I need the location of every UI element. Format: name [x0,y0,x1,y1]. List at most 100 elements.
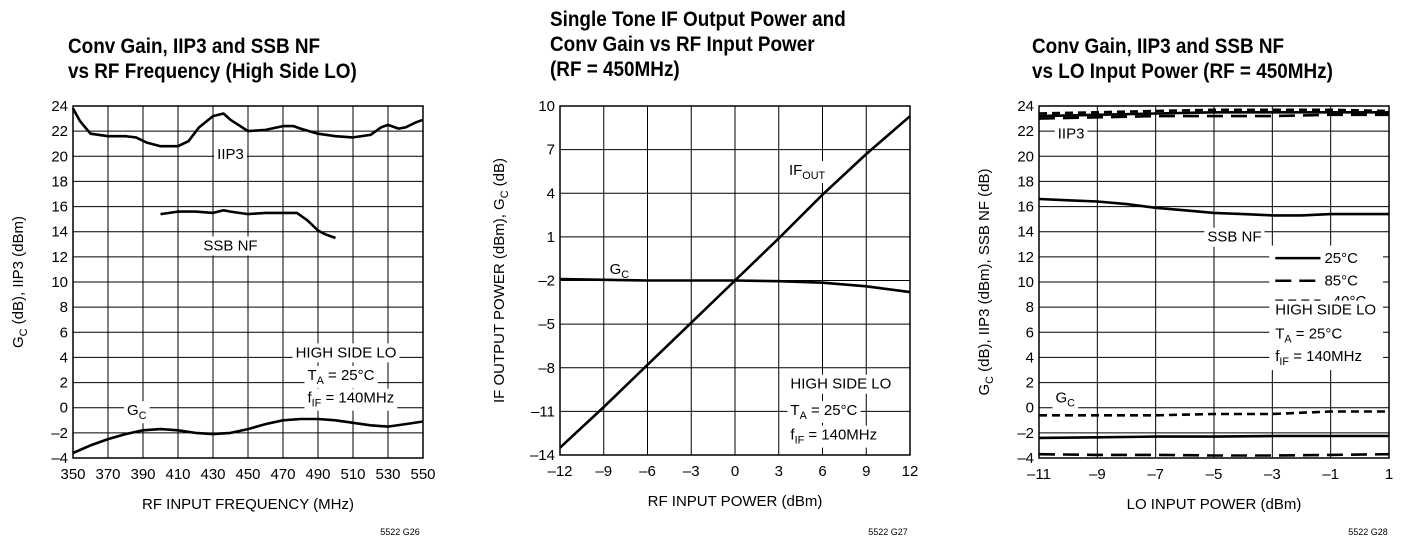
label-text: 5522 G28 [1348,527,1388,537]
label-text: 1 [1385,466,1393,483]
label-text: = 25°C [1292,326,1343,343]
subscript-text: OUT [802,170,825,182]
chart-title-line: Conv Gain vs RF Input Power [550,33,815,56]
y-tick-label: 0 [60,400,68,417]
label-text: RF INPUT FREQUENCY (MHz) [142,496,354,513]
label-background [1272,347,1365,370]
label-background [787,400,861,423]
y-tick-label: 8 [1026,299,1034,316]
x-tick-label: –3 [1264,466,1281,483]
label-text: –9 [1089,466,1106,483]
label-text: f [308,390,313,407]
y-tick-label: 10 [538,98,555,115]
y-tick-label: 4 [60,349,68,366]
label-text: 4 [547,185,555,202]
series-line [160,209,336,240]
y-tick-label: 16 [1017,199,1034,216]
label-text: 22 [51,123,68,140]
plot-frame [559,105,911,456]
label-text: –11 [531,403,555,420]
label-text: –5 [538,316,555,333]
label-text: –12 [547,463,572,480]
chart-g26: 350 370 390 410 430 450 470 490 510 530 550–4–2024… [10,98,436,537]
label-text: 5522 G27 [868,527,908,537]
subscript-text: C [621,269,629,281]
x-tick-label: 1 [1385,466,1393,483]
label-text: 85°C [1324,273,1358,290]
label-background [1054,124,1088,144]
subscript-text: IF [312,398,322,410]
label-text: G [127,402,139,419]
label-text: 410 [165,466,190,483]
chart-title-line: vs RF Frequency (High Side LO) [68,60,357,83]
label-text: –2 [538,273,555,290]
y-tick-label: –4 [1017,450,1034,467]
label-text: –4 [51,450,68,467]
label-text: 6 [1026,324,1034,341]
x-axis-label: LO INPUT POWER (dBm) [1127,496,1302,513]
label-text: 430 [200,466,225,483]
legend-label: 85°C [1324,273,1358,290]
x-tick-label: 390 [130,466,155,483]
series-line [1038,434,1389,440]
label-text: HIGH SIDE LO [296,344,397,361]
inline-label: SSB NF [203,238,257,255]
chart-g28: –11 –9 –7 –5 –3 –1 1–4–2024681012141618202224L… [976,98,1393,537]
series-line [1038,108,1390,115]
y-tick-label: 12 [1017,249,1034,266]
label-background [200,236,261,256]
y-tick-label: 2 [60,375,68,392]
subscript-text: A [1284,334,1292,346]
figure-id: 5522 G28 [1348,527,1388,537]
label-text: –2 [1017,425,1034,442]
series-line [1038,113,1389,120]
subscript-text: C [139,410,147,422]
chart-title-line: Conv Gain, IIP3 and SSB NF [1032,35,1285,58]
label-text: 390 [130,466,155,483]
series-line [559,277,911,294]
label-text: –1 [1322,466,1339,483]
label-text: LO INPUT POWER (dBm) [1127,496,1302,513]
y-tick-label: 8 [60,299,68,316]
label-text: IIP3 [217,146,244,163]
x-tick-label: –9 [595,463,612,480]
label-text: –6 [639,463,656,480]
inline-label: TA = 25°C [790,402,857,422]
label-text: 8 [1026,299,1034,316]
label-text: = 140MHz [321,390,394,407]
label-text: 470 [270,466,295,483]
y-tick-label: 18 [1017,173,1034,190]
series-line [1038,197,1389,217]
label-text: 24 [1017,98,1034,115]
label-text: HIGH SIDE LO [1275,302,1376,319]
y-tick-label: 2 [1026,375,1034,392]
label-text: 10 [51,274,68,291]
y-tick-label: –14 [530,447,555,464]
x-tick-label: –5 [1206,466,1223,483]
label-text: 4 [60,349,68,366]
label-text: 0 [1026,400,1034,417]
x-tick-label: –6 [639,463,656,480]
inline-labels: IIP3 SSB NF GC HIGH SIDE LO TA = 25°C fIF = 1… [124,144,400,424]
label-text: 9 [862,463,870,480]
plot-frame [1038,105,1390,459]
x-axis-label: RF INPUT FREQUENCY (MHz) [142,496,354,513]
series-line [1038,111,1389,118]
x-tick-label: 490 [305,466,330,483]
label-text: 4 [1026,349,1034,366]
x-tick-label: 3 [775,463,783,480]
inline-label: IIP3 [217,146,244,163]
label-background [787,374,895,394]
label-text: 12 [1017,249,1034,266]
label-text: 20 [1017,148,1034,165]
inline-label: SSB NF [1207,229,1261,246]
label-text: 490 [305,466,330,483]
label-text: 18 [51,173,68,190]
label-text: 5522 G26 [380,527,420,537]
y-axis-label: GC (dB), IIP3 (dBm), SSB NF (dB) [976,168,996,395]
y-tick-label: 14 [1017,224,1034,241]
inline-label: HIGH SIDE LO [296,344,397,361]
label-text: IF OUTPUT POWER (dBm), G [491,198,508,403]
x-tick-label: –12 [547,463,572,480]
chart-title-line: Conv Gain, IIP3 and SSB NF [68,35,321,58]
